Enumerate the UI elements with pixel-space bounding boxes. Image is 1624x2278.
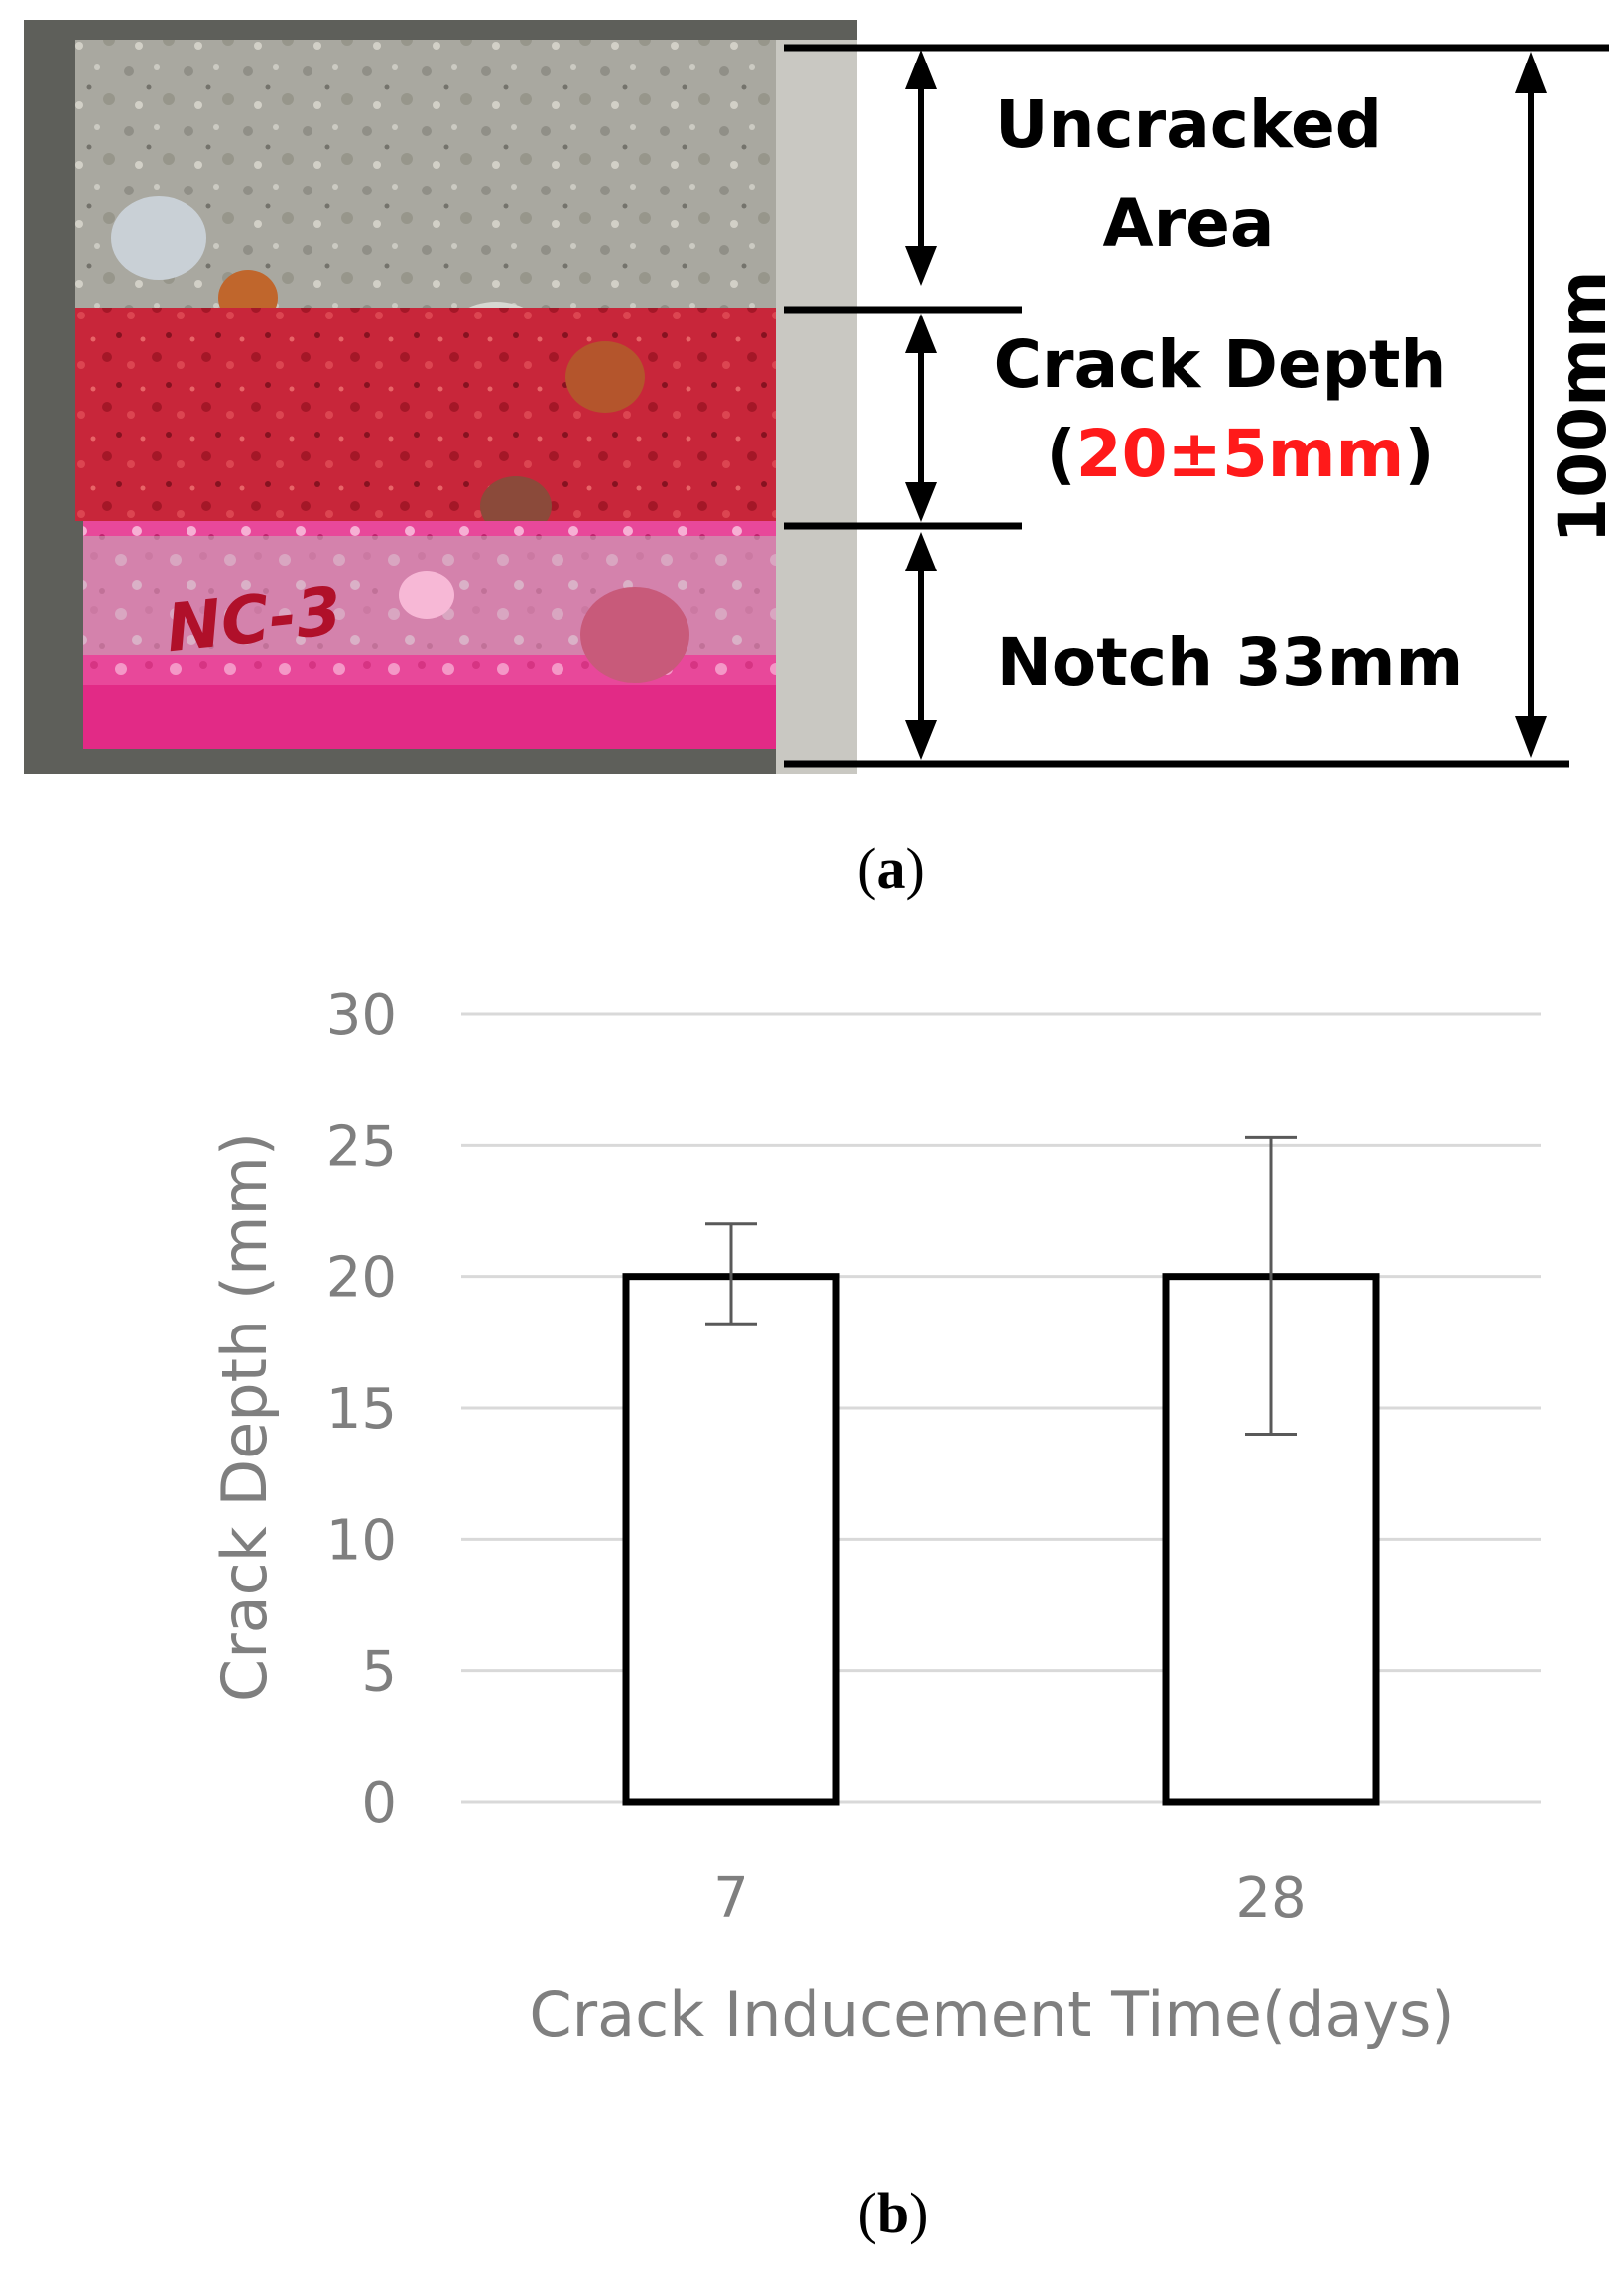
panel-a-close: ) bbox=[906, 836, 925, 901]
crack-texture bbox=[75, 308, 776, 521]
uncracked-label-line2: Area bbox=[1103, 186, 1275, 262]
crack-depth-open: ( bbox=[1047, 416, 1076, 492]
y-tick-label: 20 bbox=[326, 1246, 397, 1311]
aggregate bbox=[565, 341, 645, 413]
panel-b-open: ( bbox=[858, 2181, 877, 2245]
y-tick-label: 0 bbox=[361, 1771, 397, 1835]
error-bar bbox=[1245, 1135, 1297, 1436]
uncracked-label-line1: Uncracked bbox=[995, 86, 1382, 163]
crack-depth-range: (20±5mm) bbox=[1047, 416, 1435, 492]
panel-b-letter: b bbox=[877, 2181, 909, 2245]
y-tick-label: 5 bbox=[361, 1640, 397, 1705]
aggregate bbox=[580, 587, 689, 683]
notch-label: Notch 33mm bbox=[997, 624, 1464, 700]
y-tick-label: 15 bbox=[326, 1377, 397, 1442]
crack-depth-value: 20±5mm bbox=[1076, 416, 1405, 492]
dimension-annotations: Uncracked Area Crack Depth (20±5mm) Notc… bbox=[784, 44, 1621, 768]
crack-depth-arrow bbox=[905, 314, 937, 522]
panel-a-label: (a) bbox=[857, 836, 925, 901]
uncracked-arrow bbox=[905, 50, 937, 286]
panel-b-close: ) bbox=[909, 2181, 928, 2245]
y-tick-label: 25 bbox=[326, 1114, 397, 1179]
x-tick-label: 28 bbox=[1235, 1866, 1306, 1931]
y-tick-labels: 0 5 10 15 20 25 30 bbox=[326, 983, 397, 1835]
photo-right-strip bbox=[776, 40, 857, 774]
bar bbox=[622, 1273, 840, 1806]
total-height-arrow bbox=[1515, 52, 1547, 758]
crack-depth-close: ) bbox=[1404, 416, 1434, 492]
x-tick-label: 7 bbox=[713, 1866, 749, 1931]
notch-bottom-band bbox=[83, 685, 776, 749]
panel-a-open: ( bbox=[857, 836, 876, 901]
error-bars bbox=[705, 1135, 1297, 1436]
panel-b-label: (b) bbox=[858, 2181, 929, 2245]
x-axis-title: Crack Inducement Time(days) bbox=[529, 1978, 1454, 2051]
crack-depth-chart: 0 5 10 15 20 25 30 7 28 Crack Depth (mm) Crack … bbox=[208, 983, 1541, 2051]
aggregate bbox=[111, 196, 206, 280]
specimen-marking: NC-3 bbox=[163, 572, 345, 667]
y-tick-label: 30 bbox=[326, 983, 397, 1048]
notch-arrow bbox=[905, 532, 937, 760]
error-bar bbox=[705, 1222, 757, 1326]
y-tick-label: 10 bbox=[326, 1508, 397, 1573]
y-axis-title: Crack Depth (mm) bbox=[208, 1132, 281, 1702]
x-tick-labels: 7 28 bbox=[713, 1866, 1306, 1931]
specimen-photo: NC-3 bbox=[24, 20, 857, 774]
aggregate bbox=[399, 571, 454, 619]
total-height-label: 100mm bbox=[1545, 270, 1621, 543]
panel-a-letter: a bbox=[877, 836, 906, 901]
crack-depth-label: Crack Depth bbox=[994, 326, 1447, 403]
